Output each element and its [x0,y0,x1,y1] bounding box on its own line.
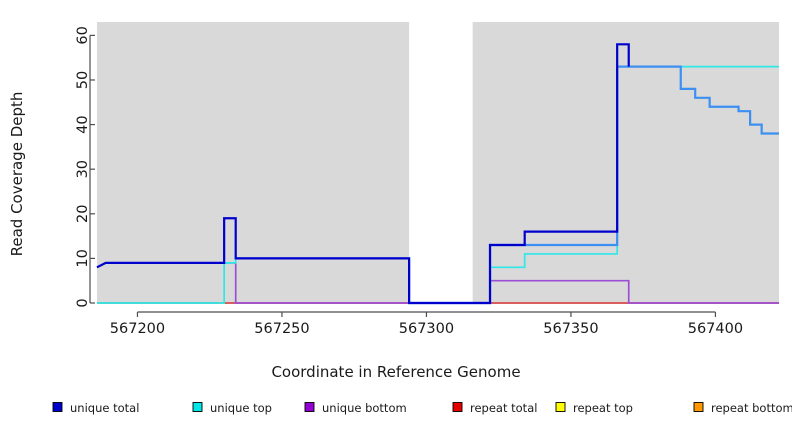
chart-legend: unique total unique top unique bottom repea… [52,401,792,415]
shaded-regions [97,22,779,303]
legend-label: repeat top [573,401,633,415]
legend-swatch [555,402,566,412]
x-tick-label: 567350 [543,321,598,337]
legend-item-repeat-total[interactable]: repeat total [452,401,537,415]
legend-swatch [452,402,463,412]
legend-label: repeat total [470,401,537,415]
legend-swatch [693,402,704,412]
legend-item-unique-bottom[interactable]: unique bottom [304,401,407,415]
y-tick-label: 40 [75,115,91,133]
y-axis-title: Read Coverage Depth [8,92,26,257]
legend-item-unique-top[interactable]: unique top [192,401,272,415]
series-layer [96,43,779,305]
series-unique-total [96,43,630,305]
x-tick-label: 567250 [254,321,309,337]
legend-item-repeat-bottom[interactable]: repeat bottom [693,401,792,415]
legend-item-repeat-top[interactable]: repeat top [555,401,633,415]
x-tick-label: 567200 [110,321,165,337]
x-axis-title: Coordinate in Reference Genome [271,363,520,381]
legend-label: unique total [70,401,139,415]
y-tick-label: 60 [75,26,91,44]
repeat-region-right [472,22,779,303]
legend-label: unique top [210,401,272,415]
repeat-region-left [97,22,410,303]
legend-label: repeat bottom [711,401,792,415]
legend-swatch [304,402,315,412]
legend-item-unique-total[interactable]: unique total [52,401,139,415]
x-tick-label: 567400 [688,321,743,337]
legend-swatch [192,402,203,412]
y-tick-label: 20 [75,205,91,223]
y-tick-label: 10 [75,249,91,267]
y-tick-label: 30 [75,160,91,178]
legend-label: unique bottom [322,401,407,415]
x-tick-label: 567300 [399,321,454,337]
y-tick-label: 50 [75,71,91,89]
legend-swatch [52,402,63,412]
axis-layer: 0 10 20 30 40 50 60 567200 567250 567300 567350 567… [75,26,743,337]
y-tick-label: 0 [75,298,91,307]
